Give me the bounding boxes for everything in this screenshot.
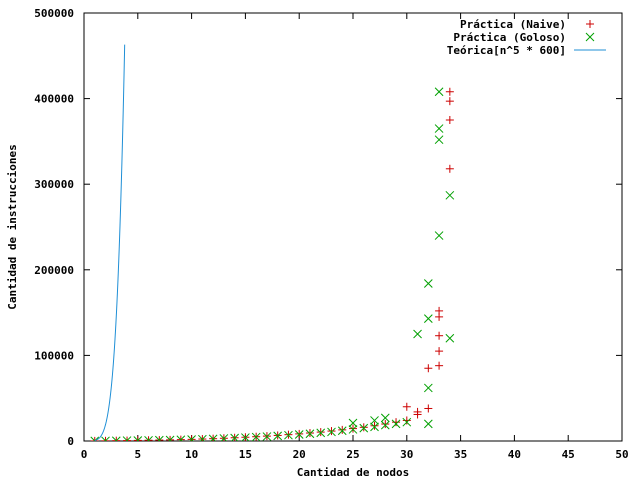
- data-point: [93, 436, 100, 441]
- x-tick-label: 25: [346, 448, 359, 461]
- data-point: [147, 435, 153, 441]
- series-2: [94, 44, 126, 441]
- data-point: [348, 425, 358, 434]
- axis-ticks: [83, 12, 623, 442]
- data-point: [370, 416, 379, 425]
- data-point: [434, 231, 444, 240]
- data-point: [210, 434, 218, 441]
- data-point: [380, 413, 390, 423]
- data-point: [125, 436, 132, 441]
- y-axis-label: Cantidad de instrucciones: [6, 144, 19, 310]
- data-point: [434, 87, 444, 97]
- data-point: [402, 417, 412, 427]
- data-point: [316, 428, 326, 438]
- x-tick-label: 50: [615, 448, 628, 461]
- data-point: [115, 436, 121, 441]
- legend-label: Teórica[n^5 * 600]: [447, 44, 566, 57]
- data-point: [327, 427, 336, 437]
- theoretical-curve: [94, 44, 126, 441]
- legend-marker: [585, 32, 595, 42]
- data-point: [284, 430, 293, 440]
- data-point: [445, 333, 455, 343]
- data-point: [413, 329, 422, 339]
- data-point: [445, 190, 455, 200]
- data-point: [168, 435, 175, 441]
- data-point: [157, 435, 164, 441]
- data-point: [294, 430, 304, 439]
- tick-labels: 0 5 10 15 20 25 30 35 40 45 50 0 100000 200000 300000 4…: [34, 7, 628, 461]
- x-tick-label: 30: [400, 448, 413, 461]
- data-point: [199, 434, 207, 441]
- x-axis-label: Cantidad de nodos: [297, 466, 410, 479]
- data-point: [273, 431, 283, 441]
- y-tick-label: 300000: [34, 178, 74, 191]
- series-1: [90, 87, 455, 441]
- data-point: [434, 135, 444, 145]
- x-tick-label: 15: [239, 448, 252, 461]
- data-point: [423, 314, 433, 323]
- data-point: [178, 435, 186, 441]
- data-point: [423, 279, 433, 288]
- y-tick-label: 100000: [34, 349, 74, 362]
- y-tick-label: 0: [67, 435, 74, 448]
- data-point: [241, 433, 250, 441]
- legend-label: Práctica (Naive): [460, 18, 566, 31]
- data-point: [348, 418, 358, 428]
- y-tick-label: 400000: [34, 93, 74, 106]
- data-point: [189, 435, 196, 441]
- data-point: [423, 419, 433, 429]
- data-point: [380, 420, 390, 430]
- x-tick-label: 35: [454, 448, 467, 461]
- x-tick-label: 0: [81, 448, 88, 461]
- x-tick-label: 20: [293, 448, 306, 461]
- y-tick-label: 500000: [34, 7, 74, 20]
- legend-label: Práctica (Goloso): [453, 31, 566, 44]
- data-point: [230, 433, 239, 441]
- plot-frame: [83, 12, 623, 442]
- data-point: [337, 426, 347, 436]
- x-tick-label: 45: [562, 448, 575, 461]
- plot-area: [90, 44, 455, 441]
- data-point: [136, 436, 143, 441]
- data-point: [104, 436, 110, 441]
- x-tick-label: 5: [134, 448, 141, 461]
- data-point: [305, 429, 315, 439]
- data-point: [370, 422, 379, 432]
- y-tick-label: 200000: [34, 264, 74, 277]
- x-tick-label: 10: [185, 448, 198, 461]
- data-point: [434, 124, 444, 133]
- legend: Práctica (Naive)Práctica (Goloso)Teórica…: [447, 18, 606, 57]
- data-point: [359, 423, 369, 433]
- data-point: [262, 432, 272, 441]
- data-point: [220, 434, 229, 441]
- data-point: [391, 419, 401, 429]
- x-tick-label: 40: [508, 448, 521, 461]
- data-point: [251, 432, 261, 441]
- series-0: [90, 87, 454, 441]
- data-point: [423, 383, 433, 393]
